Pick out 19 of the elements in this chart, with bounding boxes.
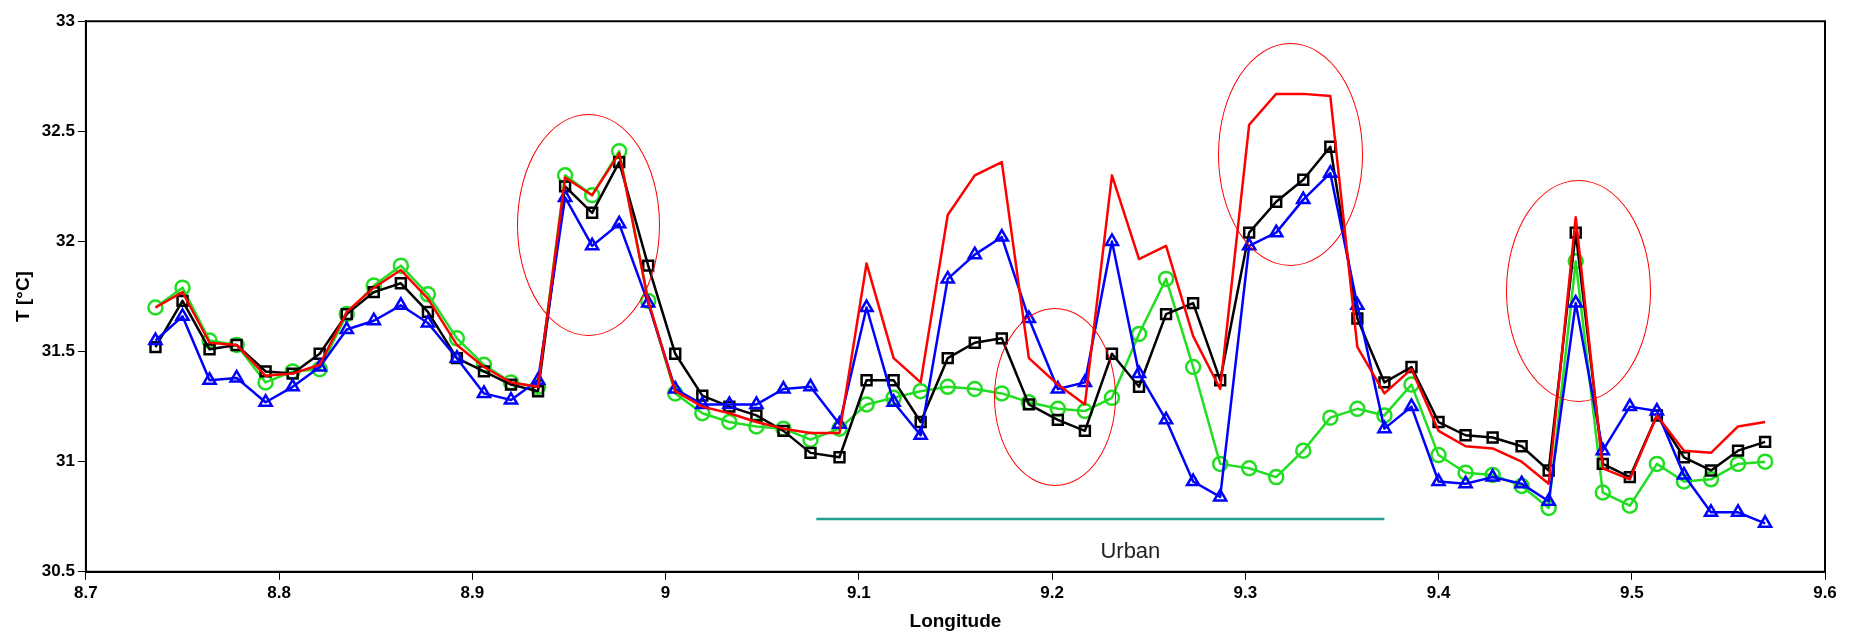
x-tick-label: 9.6	[1813, 582, 1837, 602]
x-tick-label: 8.7	[74, 582, 98, 602]
x-tick-label: 9.1	[847, 582, 871, 602]
x-tick-label: 8.8	[267, 582, 291, 602]
x-tick-label: 9	[660, 582, 671, 602]
x-tick-label: 9.4	[1426, 582, 1451, 602]
y-tick-label: 32	[55, 231, 75, 251]
y-tick-label: 32.5	[41, 121, 75, 141]
y-axis-title: T [°C]	[11, 271, 33, 322]
x-tick-label: 9.3	[1233, 582, 1258, 602]
y-tick-label: 33	[55, 10, 75, 30]
y-tick-label: 30.5	[41, 561, 75, 581]
x-axis-title: Longitude	[909, 609, 1002, 631]
x-tick-label: 8.9	[460, 582, 485, 602]
y-tick-label: 31.5	[41, 341, 75, 361]
y-tick-label: 31	[55, 451, 75, 471]
x-tick-label: 9.5	[1619, 582, 1644, 602]
annotation: Urban	[1100, 537, 1161, 563]
x-tick-label: 9.2	[1040, 582, 1064, 602]
